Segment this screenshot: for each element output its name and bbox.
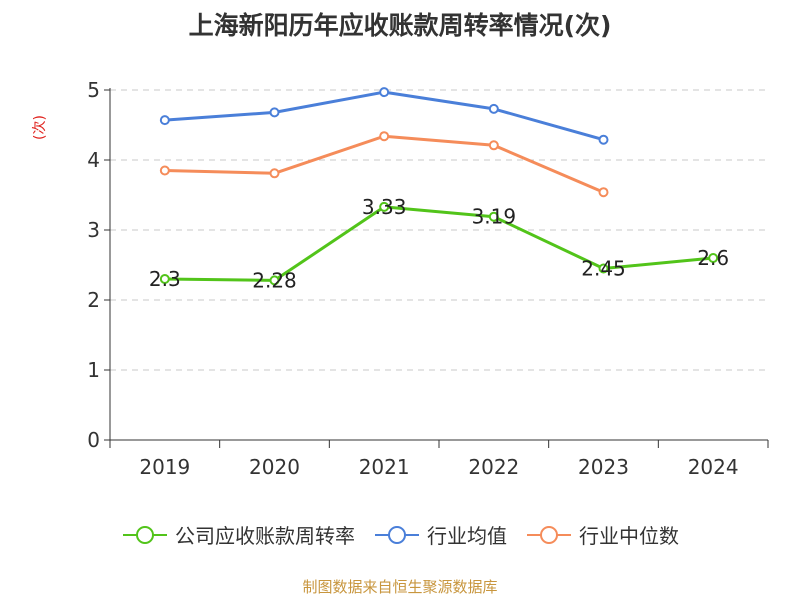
data-point[interactable] <box>598 134 609 145</box>
data-point[interactable] <box>269 168 280 179</box>
legend: 公司应收账款周转率 行业均值 行业中位数 <box>0 520 800 549</box>
gridlines <box>110 89 768 371</box>
data-label: 3.19 <box>472 205 517 229</box>
data-point[interactable] <box>598 187 609 198</box>
data-point[interactable] <box>488 103 499 114</box>
axes: 0 1 2 3 4 5 2019 2020 2021 2022 2023 2024 <box>87 78 769 479</box>
data-label: 2.45 <box>581 257 626 281</box>
series-line <box>164 205 714 282</box>
legend-item-company[interactable]: 公司应收账款周转率 <box>121 520 355 549</box>
chart-title: 上海新阳历年应收账款周转率情况(次) <box>188 11 612 40</box>
x-tick-label: 2023 <box>578 455 629 479</box>
data-point[interactable] <box>269 107 280 118</box>
data-point[interactable] <box>269 275 280 286</box>
data-label: 2.28 <box>252 268 297 292</box>
data-point[interactable] <box>159 165 170 176</box>
legend-label-industry-mean: 行业均值 <box>427 524 507 548</box>
data-point[interactable] <box>379 131 390 142</box>
y-tick-label: 2 <box>87 288 100 312</box>
data-point[interactable] <box>379 87 390 98</box>
data-label: 2.6 <box>697 246 729 270</box>
data-point[interactable] <box>708 253 719 263</box>
legend-label-industry-median: 行业中位数 <box>579 524 679 548</box>
data-point[interactable] <box>159 274 170 284</box>
data-point[interactable] <box>598 263 609 274</box>
x-tick-label: 2021 <box>359 455 410 479</box>
data-label: 2.3 <box>149 267 181 291</box>
data-point[interactable] <box>488 140 499 151</box>
x-tick-label: 2022 <box>468 455 519 479</box>
y-tick-label: 0 <box>87 428 100 452</box>
series-lines <box>159 87 719 286</box>
legend-line-marker-icon <box>527 525 571 544</box>
legend-item-industry-median[interactable]: 行业中位数 <box>525 520 679 549</box>
y-tick-label: 3 <box>87 218 100 242</box>
data-source-note: 制图数据来自恒生聚源数据库 <box>302 578 498 596</box>
data-label: 3.33 <box>362 195 407 219</box>
y-tick-label: 1 <box>87 358 100 382</box>
data-point[interactable] <box>159 115 170 126</box>
series-line <box>164 134 605 194</box>
data-labels: 2.3 2.28 3.33 3.19 2.45 2.6 <box>149 195 729 293</box>
y-tick-label: 4 <box>87 148 100 172</box>
y-tick-label: 5 <box>87 78 100 102</box>
x-tick-label: 2019 <box>139 455 190 479</box>
legend-label-company: 公司应收账款周转率 <box>175 524 355 548</box>
legend-line-marker-icon <box>123 525 167 544</box>
x-tick-label: 2024 <box>688 455 739 479</box>
x-tick-label: 2020 <box>249 455 300 479</box>
data-point[interactable] <box>379 201 390 212</box>
legend-item-industry-mean[interactable]: 行业均值 <box>373 520 507 549</box>
data-point[interactable] <box>488 211 499 222</box>
legend-line-marker-icon <box>375 525 419 544</box>
